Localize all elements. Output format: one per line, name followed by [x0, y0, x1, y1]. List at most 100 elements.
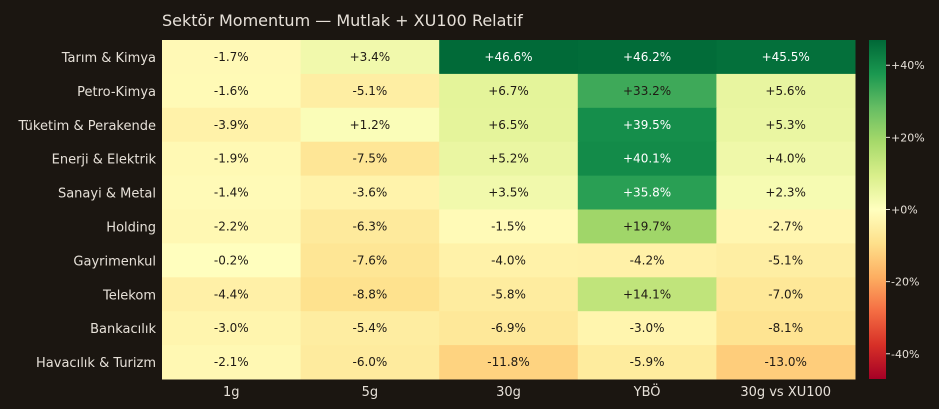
colorbar-tick-label: -20%	[891, 276, 919, 289]
cell-value-label: -4.4%	[214, 287, 249, 301]
chart-title: Sektör Momentum — Mutlak + XU100 Relatif	[162, 11, 523, 30]
cell-value-label: +45.5%	[762, 50, 810, 64]
heatmap-cell	[162, 141, 302, 177]
heatmap-cell	[716, 277, 856, 312]
column-label: YBÖ	[633, 383, 661, 400]
heatmap-cell	[716, 311, 856, 346]
heatmap-cell	[439, 345, 579, 380]
cell-value-label: +3.5%	[488, 186, 529, 200]
heatmap-cell	[577, 209, 717, 244]
cell-value-label: +35.8%	[623, 186, 671, 200]
heatmap-cell	[439, 277, 579, 312]
row-label: Petro-Kimya	[77, 85, 156, 100]
cell-value-label: -5.1%	[768, 253, 803, 267]
heatmap-cell	[716, 141, 856, 177]
cell-value-label: -6.9%	[491, 321, 526, 335]
cell-value-label: -2.1%	[214, 355, 249, 369]
cell-value-label: -1.9%	[214, 152, 249, 166]
cell-value-label: +33.2%	[623, 84, 671, 98]
colorbar-gradient	[869, 40, 886, 379]
cell-value-label: -7.5%	[352, 152, 387, 166]
heatmap-cell	[716, 40, 856, 75]
cell-value-label: -3.9%	[214, 118, 249, 132]
cell-value-label: -3.0%	[630, 321, 665, 335]
colorbar: +40% +20% +0% -20% -40%	[869, 40, 925, 379]
colorbar-tick-label: +20%	[891, 131, 925, 144]
cell-value-label: -7.6%	[352, 253, 387, 267]
column-label: 30g	[496, 385, 521, 400]
heatmap-cell	[716, 175, 856, 210]
heatmap-cell	[577, 40, 717, 75]
column-label: 5g	[362, 385, 379, 400]
heatmap-cell	[300, 40, 440, 75]
heatmap-cell	[577, 277, 717, 312]
cell-value-label: +5.2%	[488, 152, 529, 166]
heatmap-cell	[439, 40, 579, 75]
column-label: 30g vs XU100	[740, 385, 831, 400]
heatmap-cell	[439, 243, 579, 278]
heatmap-cell	[162, 209, 302, 244]
colorbar-tick-label: +0%	[891, 204, 918, 217]
heatmap-cell	[300, 345, 440, 380]
cell-value-label: -7.0%	[768, 287, 803, 301]
heatmap-cell	[162, 73, 302, 109]
heatmap-cell	[716, 345, 856, 380]
cell-value-label: -1.5%	[491, 219, 526, 233]
colorbar-tick-label: +40%	[891, 59, 925, 72]
heatmap-cell	[300, 311, 440, 346]
row-label: Bankacılık	[90, 322, 156, 337]
heatmap-cell	[162, 175, 302, 210]
cell-value-label: -4.2%	[630, 253, 665, 267]
heatmap-cell	[300, 141, 440, 177]
cell-value-label: -13.0%	[764, 355, 806, 369]
cell-value-label: +14.1%	[623, 287, 671, 301]
cell-value-label: -5.1%	[352, 84, 387, 98]
heatmap-cell	[300, 209, 440, 244]
heatmap-cell	[162, 277, 302, 312]
cell-value-label: +6.5%	[488, 118, 529, 132]
heatmap-cell	[716, 243, 856, 278]
heatmap-cell	[300, 277, 440, 312]
cell-value-label: +5.6%	[765, 84, 806, 98]
heatmap-cell	[439, 311, 579, 346]
cell-value-label: +6.7%	[488, 84, 529, 98]
cell-value-label: -3.6%	[352, 186, 387, 200]
heatmap-cell	[439, 73, 579, 109]
row-label: Gayrimenkul	[73, 254, 156, 269]
row-label: Holding	[106, 220, 156, 235]
cell-value-label: +1.2%	[350, 118, 391, 132]
cell-value-label: -1.4%	[214, 186, 249, 200]
column-label: 1g	[223, 385, 240, 400]
cell-value-label: +39.5%	[623, 118, 671, 132]
cell-value-label: -11.8%	[487, 355, 529, 369]
row-label: Tarım & Kimya	[61, 51, 156, 66]
heatmap-cell	[577, 73, 717, 109]
cell-value-label: +4.0%	[765, 152, 806, 166]
cell-value-label: -5.8%	[491, 287, 526, 301]
cell-value-label: +3.4%	[350, 50, 391, 64]
cell-value-label: -1.6%	[214, 84, 249, 98]
cell-value-label: +46.6%	[484, 50, 532, 64]
row-label: Enerji & Elektrik	[52, 153, 157, 168]
heatmap-cell	[716, 209, 856, 244]
heatmap-cell	[577, 311, 717, 346]
cell-value-label: -5.9%	[630, 355, 665, 369]
column-labels: 1g 5g 30g YBÖ 30g vs XU100	[223, 383, 831, 400]
heatmap-cell	[439, 107, 579, 143]
cell-value-label: -6.3%	[352, 219, 387, 233]
heatmap-cell	[577, 175, 717, 210]
heatmap-cell	[300, 175, 440, 210]
row-label: Telekom	[102, 288, 156, 303]
heatmap-cell	[577, 243, 717, 278]
cell-value-label: -4.0%	[491, 253, 526, 267]
cell-value-label: -0.2%	[214, 253, 249, 267]
cell-value-label: +40.1%	[623, 152, 671, 166]
heatmap-cell	[577, 345, 717, 380]
row-label: Havacılık & Turizm	[36, 356, 156, 371]
heatmap-cell	[300, 107, 440, 143]
heatmap-cell	[162, 107, 302, 143]
heatmap-cell	[439, 141, 579, 177]
heatmap-cell	[162, 311, 302, 346]
cell-value-label: +46.2%	[623, 50, 671, 64]
heatmap-cells: -1.7% +3.4% +46.6% +46.2% +45.5% -1.6% -5.1% +6…	[162, 40, 856, 380]
